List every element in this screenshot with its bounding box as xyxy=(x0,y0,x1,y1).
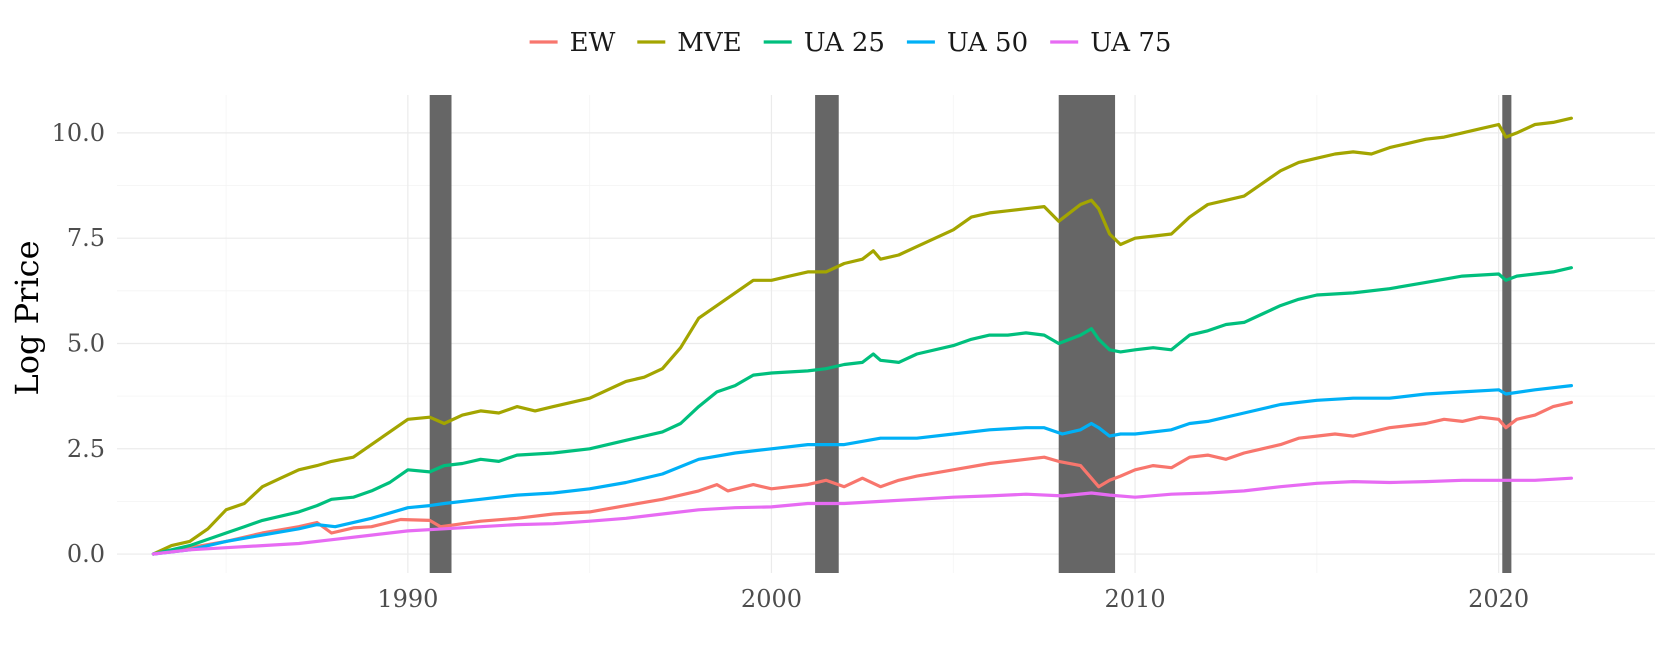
legend-label: UA 25 xyxy=(804,28,885,58)
y-tick-label: 2.5 xyxy=(67,435,105,463)
series-layer xyxy=(151,116,1573,556)
legend-item: UA 50 xyxy=(906,28,1028,58)
axis-layer: 0.0 2.5 5.0 7.5 10.0 1990 2000 2010 2020 xyxy=(52,119,1530,613)
recession-band xyxy=(1058,95,1116,573)
legend-item: EW xyxy=(529,28,616,58)
grid-layer xyxy=(117,95,1655,573)
series-line-ua-25 xyxy=(151,266,1573,556)
legend-item: MVE xyxy=(637,28,742,58)
recession-band xyxy=(429,95,452,573)
legend-label: UA 50 xyxy=(947,28,1028,58)
recession-band xyxy=(1502,95,1512,573)
y-axis-title: Log Price xyxy=(8,240,46,395)
series-line-mve xyxy=(151,116,1573,556)
series-line-ew xyxy=(151,400,1573,556)
legend-label: UA 75 xyxy=(1090,28,1171,58)
recession-band xyxy=(815,95,839,573)
legend-item: UA 75 xyxy=(1050,28,1171,58)
y-tick-label: 7.5 xyxy=(67,224,105,252)
legend-label: EW xyxy=(570,28,616,58)
y-tick-label: 10.0 xyxy=(52,119,105,147)
y-tick-label: 0.0 xyxy=(67,540,105,568)
x-tick-label: 2010 xyxy=(1105,585,1166,613)
x-tick-label: 1990 xyxy=(377,585,438,613)
legend-item: UA 25 xyxy=(763,28,885,58)
legend-label: MVE xyxy=(677,28,741,58)
series-line-ua-75 xyxy=(151,476,1573,556)
y-tick-label: 5.0 xyxy=(67,329,105,357)
x-tick-label: 2020 xyxy=(1468,585,1529,613)
legend: EW MVE UA 25 UA 50 UA 75 xyxy=(529,28,1171,58)
x-tick-label: 2000 xyxy=(741,585,802,613)
series-line-ua-50 xyxy=(151,384,1573,556)
